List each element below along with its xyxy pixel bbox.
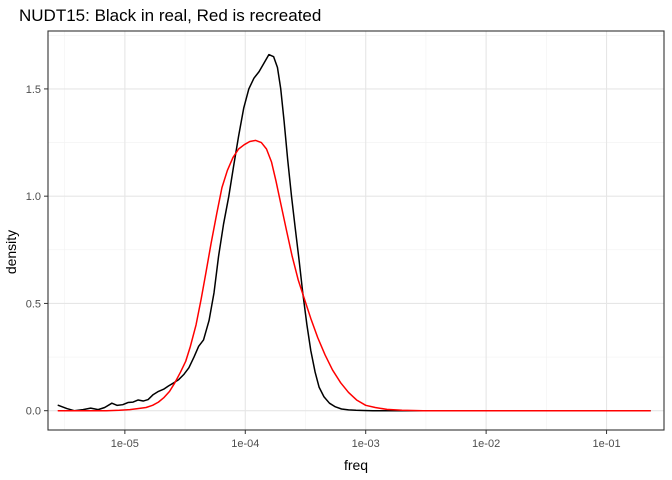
x-tick-label: 1e-03 <box>352 438 380 450</box>
grid <box>48 31 664 430</box>
y-axis: 0.0 0.5 1.0 1.5 <box>26 84 48 418</box>
x-tick-label: 1e-01 <box>592 438 620 450</box>
x-tick-label: 1e-02 <box>472 438 500 450</box>
x-axis: 1e-05 1e-04 1e-03 1e-02 1e-01 <box>111 430 621 450</box>
series-line-black <box>57 53 651 412</box>
series-line-red <box>57 139 651 412</box>
y-tick-label: 0.0 <box>26 406 41 418</box>
x-axis-title: freq <box>344 457 368 473</box>
panel-border <box>47 30 665 431</box>
x-tick-label: 1e-04 <box>231 438 259 450</box>
y-tick-label: 1.5 <box>26 84 41 96</box>
plot-curves <box>57 53 651 412</box>
y-tick-label: 0.5 <box>26 298 41 310</box>
x-tick-label: 1e-05 <box>111 438 139 450</box>
y-axis-title: density <box>3 230 19 274</box>
chart-title: NUDT15: Black in real, Red is recreated <box>19 6 321 25</box>
y-tick-label: 1.0 <box>26 191 41 203</box>
